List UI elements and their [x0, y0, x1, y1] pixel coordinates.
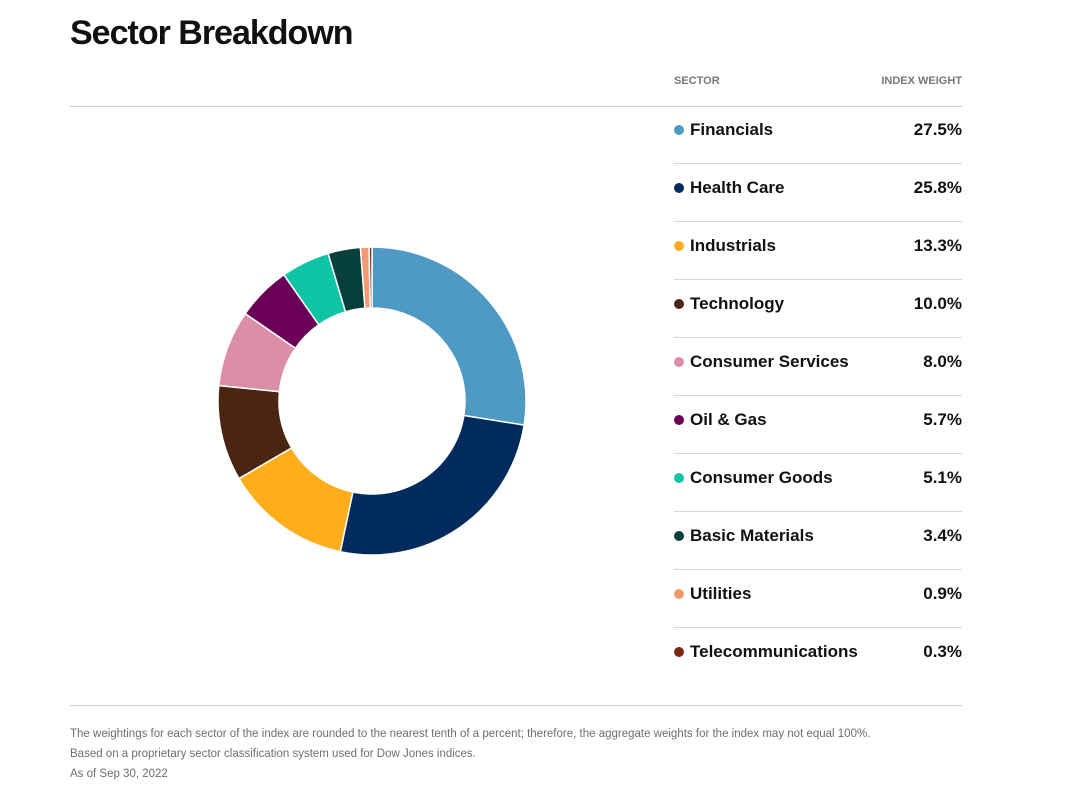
legend-color-dot — [674, 589, 684, 599]
legend-row-consumer-services: Consumer Services 8.0% — [674, 338, 962, 396]
sector-column-header: SECTOR — [674, 75, 720, 87]
legend-color-dot — [674, 357, 684, 367]
legend-header: SECTOR INDEX WEIGHT — [674, 75, 962, 89]
donut-slice-telecommunications[interactable] — [368, 246, 373, 309]
legend-sector-label: Health Care — [690, 178, 785, 197]
legend-sector-label: Financials — [690, 120, 774, 139]
legend-weight-value: 10.0% — [913, 294, 962, 313]
index-weight-column-header: INDEX WEIGHT — [881, 75, 962, 87]
sector-legend-table: Financials 27.5% Health Care 25.8% Industria… — [674, 106, 962, 686]
legend-row-health-care: Health Care 25.8% — [674, 164, 962, 222]
legend-weight-value: 5.1% — [923, 468, 962, 487]
legend-sector-label: Industrials — [690, 236, 776, 255]
legend-row-industrials: Industrials 13.3% — [674, 222, 962, 280]
footnote-classification: Based on a proprietary sector classifica… — [70, 748, 476, 760]
legend-color-dot — [674, 473, 684, 483]
legend-sector-label: Utilities — [690, 584, 752, 603]
legend-row-consumer-goods: Consumer Goods 5.1% — [674, 454, 962, 512]
legend-sector-label: Consumer Goods — [690, 468, 833, 487]
legend-color-dot — [674, 299, 684, 309]
legend-color-dot — [674, 241, 684, 251]
legend-weight-value: 25.8% — [913, 178, 962, 197]
footnote-as-of-date: As of Sep 30, 2022 — [70, 768, 168, 780]
donut-slice-health-care[interactable] — [339, 414, 525, 556]
legend-sector-label: Oil & Gas — [690, 410, 767, 429]
donut-slice-financials[interactable] — [371, 246, 527, 426]
legend-color-dot — [674, 183, 684, 193]
legend-row-telecommunications: Telecommunications 0.3% — [674, 628, 962, 686]
legend-sector-label: Consumer Services — [690, 352, 849, 371]
legend-weight-value: 5.7% — [923, 410, 962, 429]
donut-chart-svg — [217, 246, 527, 556]
legend-color-dot — [674, 415, 684, 425]
legend-color-dot — [674, 647, 684, 657]
footnote-rounding: The weightings for each sector of the in… — [70, 728, 871, 740]
legend-weight-value: 0.3% — [923, 642, 962, 661]
legend-row-technology: Technology 10.0% — [674, 280, 962, 338]
legend-sector-label: Basic Materials — [690, 526, 814, 545]
legend-row-basic-materials: Basic Materials 3.4% — [674, 512, 962, 570]
legend-color-dot — [674, 125, 684, 135]
legend-color-dot — [674, 531, 684, 541]
legend-row-oil-and-gas: Oil & Gas 5.7% — [674, 396, 962, 454]
legend-weight-value: 0.9% — [923, 584, 962, 603]
legend-weight-value: 8.0% — [923, 352, 962, 371]
legend-row-financials: Financials 27.5% — [674, 106, 962, 164]
page-title: Sector Breakdown — [70, 14, 354, 52]
legend-sector-label: Technology — [690, 294, 785, 313]
header-divider — [70, 106, 962, 107]
footer-divider — [70, 705, 962, 706]
footnotes: The weightings for each sector of the in… — [70, 724, 970, 784]
donut-chart — [202, 231, 542, 571]
legend-sector-label: Telecommunications — [690, 642, 858, 661]
legend-row-utilities: Utilities 0.9% — [674, 570, 962, 628]
legend-weight-value: 13.3% — [913, 236, 962, 255]
legend-weight-value: 3.4% — [923, 526, 962, 545]
legend-weight-value: 27.5% — [913, 120, 962, 139]
